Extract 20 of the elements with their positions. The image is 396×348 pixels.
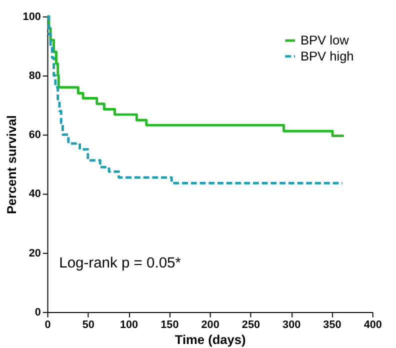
y-tick-label: 40 xyxy=(28,188,41,200)
legend-label: BPV low xyxy=(300,32,350,48)
x-axis-title: Time (days) xyxy=(174,332,246,347)
x-tick-label: 150 xyxy=(160,319,179,332)
y-tick-label: 20 xyxy=(28,247,41,260)
x-tick-label: 100 xyxy=(120,319,138,332)
x-tick-label: 300 xyxy=(282,319,301,332)
y-tick-label: 60 xyxy=(28,129,41,142)
x-tick-label: 350 xyxy=(323,319,342,332)
y-tick-label: 80 xyxy=(28,70,41,82)
x-tick-label: 250 xyxy=(242,319,260,332)
x-tick-label: 0 xyxy=(44,319,51,332)
x-tick-label: 400 xyxy=(364,319,382,332)
y-axis-title: Percent survival xyxy=(4,115,19,214)
x-tick-label: 50 xyxy=(82,319,94,332)
y-tick-label: 100 xyxy=(22,10,41,23)
annotation: Log-rank p = 0.05* xyxy=(59,256,182,272)
y-tick-label: 0 xyxy=(34,306,41,318)
x-tick-label: 200 xyxy=(201,319,220,332)
legend-label: BPV high xyxy=(300,48,354,64)
